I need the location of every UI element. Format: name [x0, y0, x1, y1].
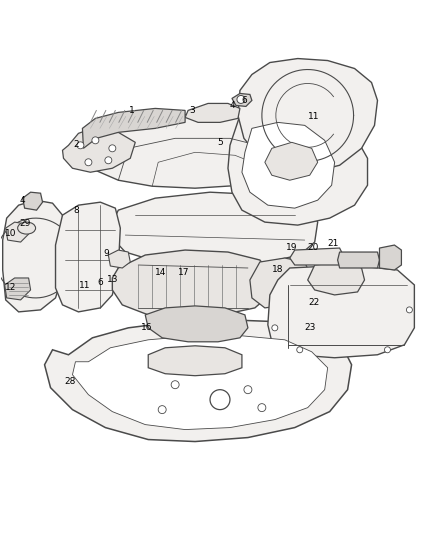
Text: 18: 18	[272, 265, 283, 274]
Polygon shape	[82, 112, 310, 188]
Circle shape	[244, 386, 252, 394]
Text: 22: 22	[308, 298, 319, 308]
Text: 3: 3	[189, 106, 195, 115]
Text: 8: 8	[74, 206, 79, 215]
Polygon shape	[112, 250, 272, 318]
Polygon shape	[23, 192, 42, 210]
Text: 21: 21	[327, 239, 338, 247]
Text: 11: 11	[308, 112, 319, 121]
Polygon shape	[379, 245, 401, 270]
Polygon shape	[148, 346, 242, 376]
Text: 20: 20	[307, 243, 318, 252]
Circle shape	[158, 406, 166, 414]
Polygon shape	[308, 262, 364, 295]
Text: 1: 1	[129, 106, 135, 115]
Circle shape	[385, 347, 390, 353]
Circle shape	[109, 145, 116, 152]
Polygon shape	[265, 142, 318, 180]
Polygon shape	[3, 200, 66, 312]
Polygon shape	[72, 336, 328, 430]
Text: 12: 12	[5, 284, 16, 293]
Ellipse shape	[18, 222, 35, 234]
Circle shape	[210, 390, 230, 410]
Polygon shape	[63, 128, 135, 172]
Text: 4: 4	[20, 196, 25, 205]
Circle shape	[237, 95, 245, 103]
Polygon shape	[232, 93, 252, 107]
Circle shape	[297, 347, 303, 353]
Circle shape	[105, 157, 112, 164]
Polygon shape	[56, 202, 120, 312]
Text: 4: 4	[229, 101, 235, 110]
Text: 9: 9	[103, 248, 109, 257]
Text: 14: 14	[155, 269, 166, 278]
Polygon shape	[338, 252, 379, 268]
Circle shape	[85, 159, 92, 166]
Polygon shape	[242, 123, 335, 208]
Polygon shape	[145, 306, 248, 342]
Polygon shape	[250, 258, 312, 308]
Polygon shape	[108, 250, 130, 268]
Circle shape	[92, 137, 99, 144]
Text: 5: 5	[217, 138, 223, 147]
Text: 16: 16	[141, 324, 152, 333]
Circle shape	[406, 307, 413, 313]
Circle shape	[77, 142, 84, 149]
Circle shape	[272, 325, 278, 331]
Polygon shape	[228, 108, 367, 225]
Circle shape	[171, 381, 179, 389]
Polygon shape	[45, 320, 352, 441]
Text: 13: 13	[106, 276, 118, 285]
Text: 6: 6	[98, 278, 103, 287]
Polygon shape	[185, 103, 240, 123]
Polygon shape	[268, 265, 414, 358]
Polygon shape	[112, 192, 318, 265]
Circle shape	[258, 403, 266, 411]
Polygon shape	[238, 59, 378, 172]
Text: 2: 2	[74, 140, 79, 149]
Text: 11: 11	[79, 281, 90, 290]
Text: 17: 17	[178, 269, 190, 278]
Polygon shape	[6, 222, 28, 242]
Text: 28: 28	[65, 377, 76, 386]
Polygon shape	[290, 248, 345, 265]
Text: 6: 6	[241, 96, 247, 105]
Text: 19: 19	[286, 243, 297, 252]
Text: 29: 29	[19, 219, 30, 228]
Text: 10: 10	[5, 229, 16, 238]
Text: 23: 23	[304, 324, 315, 333]
Polygon shape	[5, 278, 31, 300]
Polygon shape	[82, 108, 185, 148]
